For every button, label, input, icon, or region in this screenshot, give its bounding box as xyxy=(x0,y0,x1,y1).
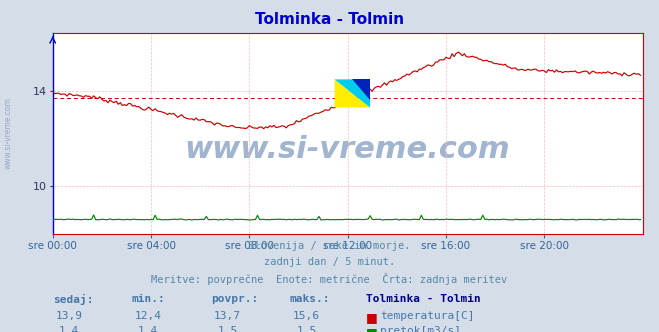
Text: 13,7: 13,7 xyxy=(214,311,241,321)
Text: Meritve: povprečne  Enote: metrične  Črta: zadnja meritev: Meritve: povprečne Enote: metrične Črta:… xyxy=(152,273,507,285)
Text: www.si-vreme.com: www.si-vreme.com xyxy=(185,135,511,164)
Text: ■: ■ xyxy=(366,311,378,324)
Text: Tolminka - Tolmin: Tolminka - Tolmin xyxy=(366,294,480,304)
Polygon shape xyxy=(335,79,370,108)
Text: povpr.:: povpr.: xyxy=(211,294,258,304)
Text: sedaj:: sedaj: xyxy=(53,294,93,305)
Text: pretok[m3/s]: pretok[m3/s] xyxy=(380,326,461,332)
Text: temperatura[C]: temperatura[C] xyxy=(380,311,474,321)
Text: 1,4: 1,4 xyxy=(138,326,158,332)
Text: maks.:: maks.: xyxy=(290,294,330,304)
Text: 1,5: 1,5 xyxy=(297,326,316,332)
Polygon shape xyxy=(353,79,370,101)
Text: 15,6: 15,6 xyxy=(293,311,320,321)
Polygon shape xyxy=(335,79,370,108)
Text: min.:: min.: xyxy=(132,294,165,304)
Text: 1,4: 1,4 xyxy=(59,326,79,332)
Text: Slovenija / reke in morje.: Slovenija / reke in morje. xyxy=(248,241,411,251)
Text: ■: ■ xyxy=(366,326,378,332)
Text: 1,5: 1,5 xyxy=(217,326,237,332)
Text: zadnji dan / 5 minut.: zadnji dan / 5 minut. xyxy=(264,257,395,267)
Text: www.si-vreme.com: www.si-vreme.com xyxy=(3,97,13,169)
Text: 13,9: 13,9 xyxy=(56,311,82,321)
Text: Tolminka - Tolmin: Tolminka - Tolmin xyxy=(255,12,404,27)
Text: 12,4: 12,4 xyxy=(135,311,161,321)
